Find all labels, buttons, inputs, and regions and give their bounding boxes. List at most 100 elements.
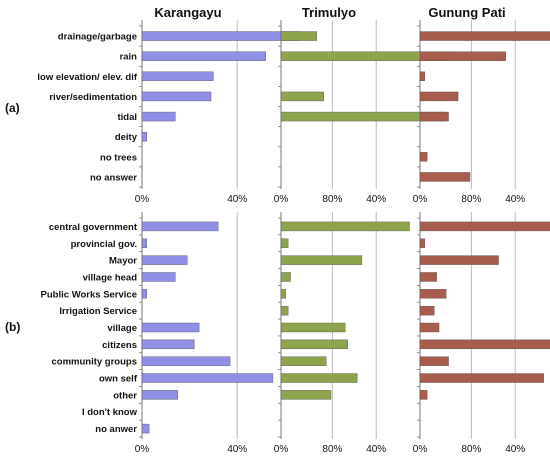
bar-karangayu-other	[141, 390, 178, 400]
bar-gunung-pati-drainage-garbage	[419, 31, 550, 41]
bar-gunung-pati-citizens	[419, 339, 550, 350]
bar-karangayu-deity	[141, 131, 147, 142]
tick-label: 0%	[413, 194, 428, 205]
bar-gunung-pati-no-answer	[419, 172, 471, 182]
bar-trimulyo-mayor	[280, 255, 363, 265]
category-label-no-answer: no answer	[90, 172, 137, 183]
category-label-village-head: village head	[83, 272, 138, 283]
bar-karangayu-community-groups	[141, 356, 231, 366]
series-karangayu: 0% 40% 80%	[135, 212, 343, 455]
bar-karangayu-public-works-service	[141, 289, 147, 299]
bar-trimulyo-community-groups	[280, 356, 327, 366]
bar-trimulyo-public-works-service	[280, 289, 286, 299]
bar-karangayu-village-head	[141, 272, 176, 282]
category-label-no-trees: no trees	[100, 152, 137, 163]
bar-karangayu-river-sedimentation	[141, 91, 212, 102]
bar-karangayu-own-self	[141, 373, 274, 383]
tick-label: 80%	[322, 444, 342, 455]
bar-trimulyo-other	[280, 390, 332, 400]
bar-karangayu-mayor	[141, 255, 188, 265]
bar-karangayu-rain	[141, 51, 266, 61]
bar-gunung-pati-no-trees	[419, 152, 428, 162]
bar-trimulyo-village-head	[280, 272, 291, 282]
bar-gunung-pati-mayor	[419, 255, 499, 265]
category-label-no-anwer: no anwer	[95, 424, 137, 435]
category-label-central-government: central government	[49, 222, 138, 233]
tick-label: 80%	[461, 444, 481, 455]
tick-label: 0%	[413, 444, 428, 455]
bar-trimulyo-provincial-gov	[280, 238, 289, 248]
category-label-drainage-garbage: drainage/garbage	[58, 32, 137, 43]
bar-gunung-pati-provincial-gov	[419, 238, 425, 248]
bar-gunung-pati-village-head	[419, 272, 437, 282]
category-label-public-works-service: Public Works Service	[41, 289, 137, 300]
panel-1: central government provincial gov. Mayor vi…	[41, 212, 550, 455]
column-title-trimulyo: Trimulyo	[302, 5, 356, 20]
bar-trimulyo-village	[280, 322, 346, 333]
category-label-rain: rain	[120, 52, 138, 63]
category-label-tidal: tidal	[117, 112, 137, 123]
bar-gunung-pati-tidal	[419, 111, 449, 122]
bar-karangayu-central-government	[141, 221, 219, 232]
bar-gunung-pati-low-elevation-elev-dif	[419, 71, 425, 82]
tick-label: 80%	[322, 194, 342, 205]
plot-area: drainage/garbage rain low elevation/ elev.…	[37, 20, 550, 455]
tick-label: 0%	[135, 194, 150, 205]
panel-label-a: (a)	[5, 101, 20, 115]
bar-gunung-pati-river-sedimentation	[419, 91, 459, 102]
bar-gunung-pati-community-groups	[419, 356, 449, 366]
tick-label: 40%	[227, 444, 247, 455]
bar-gunung-pati-own-self	[419, 373, 544, 383]
tick-label: 0%	[274, 444, 289, 455]
category-label-mayor: Mayor	[109, 256, 137, 267]
column-title-karangayu: Karangayu	[154, 5, 221, 20]
bar-gunung-pati-irrigation-service	[419, 305, 435, 316]
column-title-gunung-pati: Gunung Pati	[428, 5, 505, 20]
bar-trimulyo-central-government	[280, 221, 410, 232]
bar-karangayu-low-elevation-elev-dif	[141, 71, 214, 82]
series-trimulyo: 0% 40% 80%	[274, 212, 482, 455]
bar-gunung-pati-rain	[419, 51, 506, 61]
category-label-irrigation-service: Irrigation Service	[59, 306, 137, 317]
category-label-i-don-t-know: I don't know	[82, 407, 138, 418]
bar-trimulyo-citizens	[280, 339, 348, 350]
tick-label: 40%	[366, 444, 386, 455]
category-label-citizens: citizens	[102, 340, 137, 351]
bar-trimulyo-irrigation-service	[280, 305, 289, 316]
tick-label: 40%	[505, 194, 525, 205]
bar-karangayu-no-anwer	[141, 423, 150, 434]
category-label-own-self: own self	[99, 374, 138, 385]
series-gunung-pati: 0% 40% 80%	[413, 212, 550, 455]
tick-label: 0%	[274, 194, 289, 205]
category-label-other: other	[113, 390, 137, 401]
tick-label: 0%	[135, 444, 150, 455]
series-trimulyo: 0% 40% 80%	[274, 20, 482, 205]
bar-karangayu-citizens	[141, 339, 195, 350]
bar-gunung-pati-village	[419, 322, 440, 333]
bar-trimulyo-river-sedimentation	[280, 91, 325, 102]
panel-0: drainage/garbage rain low elevation/ elev.…	[37, 20, 550, 205]
bar-gunung-pati-other	[419, 390, 428, 400]
column-titles: Karangayu Trimulyo Gunung Pati	[154, 5, 505, 20]
category-label-low-elevation-elev-dif: low elevation/ elev. dif	[37, 72, 137, 83]
category-label-deity: deity	[115, 132, 138, 143]
bar-trimulyo-drainage-garbage	[280, 31, 317, 41]
category-label-provincial-gov: provincial gov.	[71, 239, 137, 250]
category-label-river-sedimentation: river/sedimentation	[49, 92, 137, 103]
panel-label-b: (b)	[5, 320, 20, 334]
series-gunung-pati: 0% 40% 80%	[413, 20, 550, 205]
tick-label: 40%	[227, 194, 247, 205]
tick-label: 40%	[366, 194, 386, 205]
tick-label: 40%	[505, 444, 525, 455]
bar-karangayu-provincial-gov	[141, 238, 147, 248]
bar-karangayu-tidal	[141, 111, 176, 122]
bar-trimulyo-own-self	[280, 373, 358, 383]
category-label-community-groups: community groups	[51, 357, 137, 368]
category-label-village: village	[107, 323, 137, 334]
bar-karangayu-drainage-garbage	[141, 31, 302, 41]
bar-gunung-pati-public-works-service	[419, 289, 447, 299]
bar-karangayu-village	[141, 322, 200, 333]
bar-gunung-pati-central-government	[419, 221, 550, 232]
tick-label: 80%	[461, 194, 481, 205]
